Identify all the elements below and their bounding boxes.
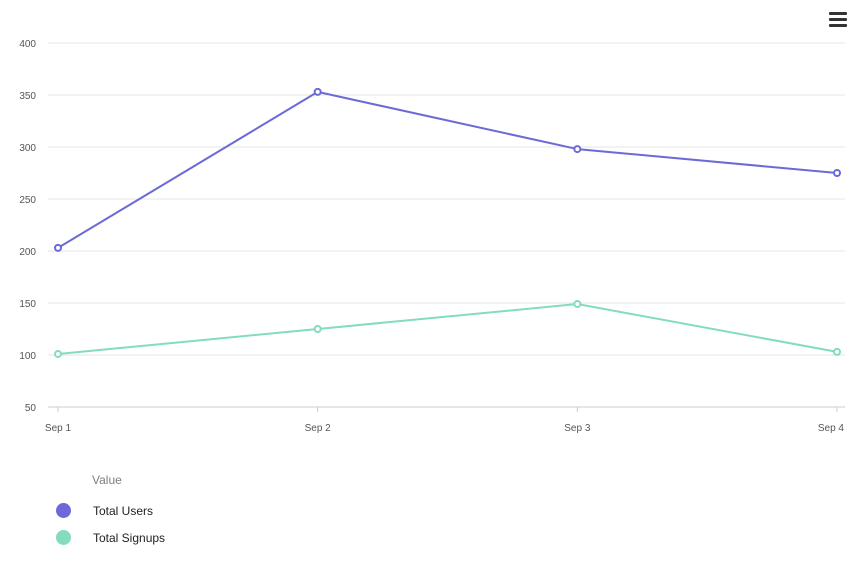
menu-bar-middle <box>829 18 847 21</box>
data-point[interactable] <box>573 300 582 309</box>
y-tick-label: 300 <box>19 143 36 154</box>
y-axis-tick-labels: 50 100 150 200 250 300 350 400 <box>19 39 36 414</box>
data-point[interactable] <box>313 87 322 96</box>
legend-label: Total Users <box>93 504 154 518</box>
data-point[interactable] <box>833 347 841 356</box>
y-tick-label: 400 <box>19 39 36 50</box>
y-tick-label: 350 <box>19 91 36 102</box>
data-point[interactable] <box>573 145 582 154</box>
y-tick-label: 50 <box>25 403 37 414</box>
menu-bar-bottom <box>829 24 847 27</box>
x-tick-label: Sep 1 <box>45 423 72 434</box>
data-point[interactable] <box>54 349 62 358</box>
data-point[interactable] <box>54 243 62 252</box>
x-tick-label: Sep 4 <box>818 423 845 434</box>
legend-title: Value <box>92 473 122 487</box>
y-tick-label: 250 <box>19 195 36 206</box>
legend-item-total-signups[interactable]: Total Signups <box>54 528 274 548</box>
series-points[interactable] <box>54 87 841 358</box>
legend-marker-icon <box>56 530 71 545</box>
x-axis-tick-labels: Sep 1 Sep 2 Sep 3 Sep 4 <box>45 423 845 434</box>
y-tick-label: 200 <box>19 247 36 258</box>
series-line-0 <box>57 90 838 249</box>
data-point[interactable] <box>313 325 322 333</box>
legend-label: Total Signups <box>93 531 166 545</box>
x-axis <box>48 406 845 412</box>
x-tick-label: Sep 3 <box>564 423 591 434</box>
data-point[interactable] <box>833 169 841 177</box>
menu-bar-top <box>829 12 847 15</box>
x-tick-label: Sep 2 <box>305 423 332 434</box>
hamburger-menu-icon[interactable] <box>829 12 847 27</box>
y-tick-label: 100 <box>19 351 36 362</box>
grid-lines <box>48 42 845 356</box>
y-tick-label: 150 <box>19 299 36 310</box>
legend-item-total-users[interactable]: Total Users <box>54 501 274 521</box>
legend-marker-icon <box>56 503 71 518</box>
series-line-1 <box>57 303 838 355</box>
series-lines <box>57 90 838 355</box>
